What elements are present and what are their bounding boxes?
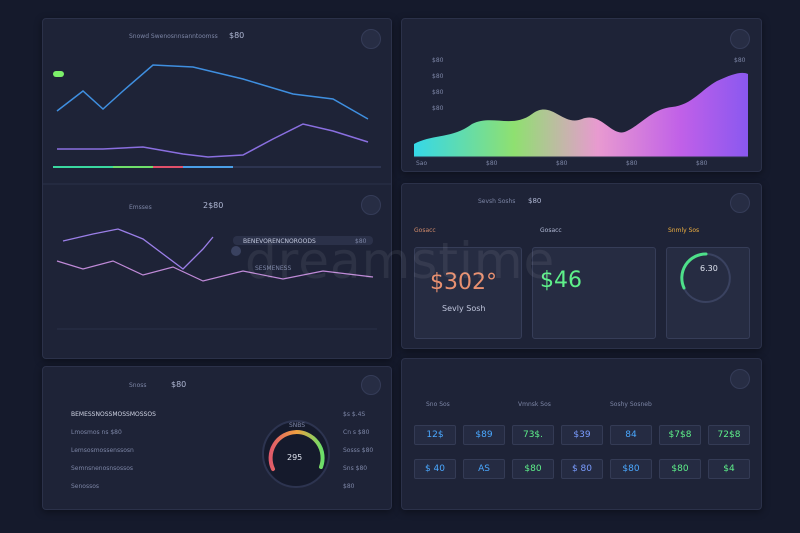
row-value: Sns $80	[343, 465, 368, 472]
gauge-value: 295	[287, 453, 303, 462]
stat-card	[532, 247, 656, 339]
icon-button[interactable]	[730, 193, 750, 213]
table-cell: AS	[463, 459, 505, 479]
table-header: Vmnsk Sos	[518, 401, 551, 408]
table-panel: Sno Sos Vmnsk Sos Soshy Sosneb 12$ $89 73$. $3…	[401, 358, 762, 510]
chart-title: Emsses	[129, 204, 152, 211]
table-cell: $4	[708, 459, 750, 479]
table-header: Sno Sos	[426, 401, 450, 408]
x-label: Sao	[416, 160, 428, 167]
x-label: $80	[696, 160, 708, 167]
icon-button[interactable]	[361, 375, 381, 395]
table-cell: $89	[463, 425, 505, 445]
icon-button[interactable]	[361, 29, 381, 49]
stat-value: $46	[540, 268, 582, 293]
row-value: Sosss $80	[343, 447, 374, 454]
y-label: $80	[432, 105, 444, 112]
row-value: Cn s $80	[343, 429, 370, 436]
table-cell: 84	[610, 425, 652, 445]
row-label: BEMESSNOSSMOSSMOSSOS	[71, 411, 156, 418]
table-cell: $7$8	[659, 425, 701, 445]
table-cell: 72$8	[708, 425, 750, 445]
panel-title: Snoss	[129, 382, 147, 389]
watermark: dreamstime	[245, 232, 556, 290]
icon-button[interactable]	[730, 29, 750, 49]
table-cell: $80	[659, 459, 701, 479]
panel-title: Sevsh Soshs	[478, 198, 516, 205]
stat-label: Sevly Sosh	[442, 304, 486, 313]
panel-value: $80	[229, 31, 245, 40]
row-label: Semnsnenosnsossos	[71, 465, 134, 472]
x-label: $80	[626, 160, 638, 167]
stat-value: $302°	[430, 270, 497, 295]
x-label: $80	[556, 160, 568, 167]
gauge-panel: Snoss $80 BEMESSNOSSMOSSMOSSOS $s $.4S Lmo…	[42, 366, 392, 510]
table-cell: $ 40	[414, 459, 456, 479]
panel-value: $80	[528, 197, 542, 205]
icon-button[interactable]	[361, 195, 381, 215]
line-panel: Snowd Swenosnnsanntoomss $80 Emsses 2$80…	[42, 18, 392, 359]
card-heading: Gosacc	[414, 227, 436, 234]
bar-value: $80	[355, 238, 367, 245]
row-label: Lmosmos ns $80	[71, 429, 122, 436]
table-cell: $80	[512, 459, 554, 479]
area-panel: $80 $80 $80 $80 Sao $80 $80 $80 $80 $80	[401, 18, 762, 172]
chart-value: 2$80	[203, 201, 224, 210]
table-cell: $39	[561, 425, 603, 445]
row-value: $s $.4S	[343, 411, 366, 418]
x-label: $80	[486, 160, 498, 167]
table-header: Soshy Sosneb	[610, 401, 652, 408]
stats-panel: Sevsh Soshs $80 Gosacc $302° Sevly Sosh …	[401, 183, 762, 349]
panel-value: $80	[171, 380, 187, 389]
panel-title: Snowd Swenosnnsanntoomss	[129, 33, 218, 40]
y-label: $80	[432, 73, 444, 80]
ring	[680, 252, 731, 303]
stat-card	[414, 247, 522, 339]
card-heading: Gosacc	[540, 227, 562, 234]
table-cell: 73$.	[512, 425, 554, 445]
ring-value: 6.30	[700, 264, 718, 273]
stat-card	[666, 247, 750, 339]
area-chart	[414, 72, 748, 158]
row-label: Lemsosmossenssosn	[71, 447, 134, 454]
y-label: $80	[432, 57, 444, 64]
gauge-title: SNBS	[289, 422, 306, 429]
table-cell: $80	[610, 459, 652, 479]
card-heading: Snmly Sos	[668, 227, 700, 234]
line-charts	[43, 64, 391, 330]
knob-label: SESMENESS	[255, 265, 292, 272]
row-label: Senossos	[71, 483, 100, 490]
table-cell: 12$	[414, 425, 456, 445]
bar-label: BENEVORENCNOROODS	[243, 238, 316, 245]
row-value: $80	[343, 483, 355, 490]
gauge	[262, 420, 330, 488]
top-label: $80	[734, 57, 746, 64]
table-cell: $ 80	[561, 459, 603, 479]
y-label: $80	[432, 89, 444, 96]
icon-button[interactable]	[730, 369, 750, 389]
